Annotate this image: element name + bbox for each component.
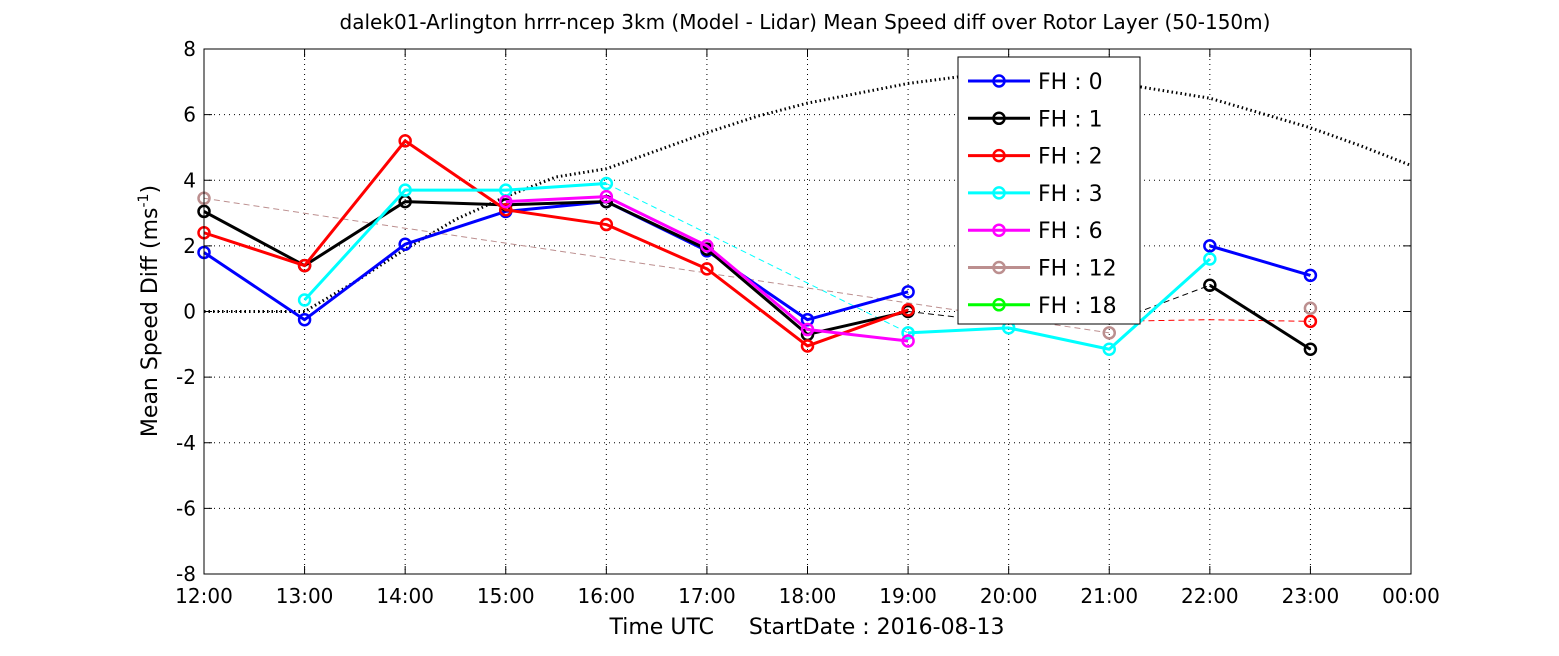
legend-marker — [992, 111, 1006, 126]
legend-box — [957, 56, 1141, 325]
x-tick-label: 19:00 — [879, 584, 937, 608]
series-point — [1203, 252, 1217, 266]
series-point — [1303, 268, 1318, 283]
series-point — [901, 303, 915, 317]
x-axis-label: Time UTC StartDate : 2016-08-13 — [609, 615, 1005, 640]
legend-label: FH : 12 — [1038, 257, 1117, 282]
legend-entry: FH : 3 — [968, 182, 1103, 207]
legend-label: FH : 2 — [1038, 145, 1103, 170]
series-point — [1203, 239, 1217, 253]
series-line — [505, 195, 909, 343]
series-point — [297, 293, 312, 307]
y-axis-label: Mean Speed Diff (ms-1) — [136, 185, 163, 437]
series-line — [908, 257, 1211, 351]
legend-entry: FH : 0 — [968, 70, 1103, 95]
series-point — [1102, 342, 1116, 356]
legend-entry: FH : 6 — [968, 219, 1103, 244]
series-point — [297, 258, 312, 273]
series-point — [499, 194, 513, 209]
legend-entry: FH : 2 — [968, 145, 1103, 170]
chart-title: dalek01-Arlington hrrr-ncep 3km (Model -… — [340, 10, 1271, 34]
x-tick-label: 12:00 — [175, 584, 233, 608]
series-line — [303, 182, 607, 302]
series-point — [1303, 301, 1318, 315]
x-tick-label: 22:00 — [1181, 584, 1239, 608]
series-point — [700, 262, 714, 276]
x-tick-label: 20:00 — [980, 584, 1038, 608]
legend-label: FH : 6 — [1038, 219, 1103, 244]
legend-label: FH : 3 — [1038, 182, 1103, 207]
legend-entry: FH : 1 — [968, 107, 1103, 132]
reference-curve — [204, 72, 1412, 313]
series-lines — [197, 134, 1318, 356]
y-axis-label-main: Mean Speed Diff (ms — [138, 207, 163, 437]
legend-marker — [992, 298, 1006, 312]
series-point — [398, 237, 412, 251]
legend-label: FH : 18 — [1038, 294, 1117, 319]
legend-label: FH : 0 — [1038, 70, 1103, 95]
series-point — [1102, 326, 1116, 340]
legend-entry: FH : 18 — [968, 294, 1117, 319]
plot-area: 12:00 13:00 14:00 15:00 16:00 17:00 18:00 19:00… — [175, 37, 1440, 608]
y-tick-label: 2 — [183, 234, 196, 258]
y-tick-label: 6 — [183, 103, 196, 127]
series-point — [800, 322, 815, 337]
legend: FH : 0 FH : 1 FH : 2 FH : 3 FH : 6 FH : 12 FH … — [957, 56, 1141, 325]
series-group — [197, 194, 1318, 327]
series-line — [1209, 244, 1311, 277]
y-tick-label: 0 — [183, 300, 196, 324]
legend-entry: FH : 12 — [968, 257, 1117, 282]
series-line — [203, 139, 909, 348]
series-group — [499, 189, 915, 348]
series-point — [398, 183, 412, 197]
series-line — [203, 200, 909, 336]
series-point — [1303, 314, 1318, 329]
y-axis-label-superscript: -1 — [136, 194, 152, 208]
series-point — [1303, 342, 1318, 356]
series-point — [398, 134, 412, 148]
y-tick-label: -4 — [176, 431, 196, 455]
reference-curve-line — [204, 72, 1412, 313]
y-tick-label: 4 — [183, 168, 196, 192]
legend-label: FH : 1 — [1038, 107, 1103, 132]
y-tick-label: -8 — [176, 562, 196, 586]
legend-marker — [992, 260, 1006, 275]
x-tick-label: 15:00 — [477, 584, 535, 608]
legend-marker — [992, 74, 1006, 88]
legend-marker — [992, 148, 1006, 163]
series-point — [599, 217, 614, 232]
series-point — [1203, 278, 1217, 292]
x-tick-label: 17:00 — [678, 584, 736, 608]
series-line — [203, 200, 909, 322]
series-point — [499, 203, 513, 217]
y-axis-ticks: 8 6 4 2 0 -2 -4 -6 -8 — [176, 37, 1411, 586]
y-tick-label: -2 — [176, 365, 196, 389]
series-point — [700, 239, 714, 253]
x-tick-label: 14:00 — [376, 584, 434, 608]
series-point — [901, 334, 915, 348]
x-axis-ticks: 12:00 13:00 14:00 15:00 16:00 17:00 18:00 19:00… — [175, 49, 1440, 608]
x-tick-label: 16:00 — [578, 584, 636, 608]
x-tick-label: 00:00 — [1382, 584, 1440, 608]
series-group — [297, 176, 1217, 356]
x-tick-label: 13:00 — [276, 584, 334, 608]
y-tick-label: 8 — [183, 37, 196, 61]
series-point — [599, 176, 614, 191]
series-point — [297, 312, 312, 327]
series-point — [901, 326, 915, 340]
series-point — [800, 339, 815, 353]
x-tick-label: 18:00 — [779, 584, 837, 608]
y-tick-label: -6 — [176, 496, 196, 520]
x-tick-label: 21:00 — [1080, 584, 1138, 608]
series-point — [901, 285, 915, 299]
series-line — [1209, 283, 1312, 351]
x-tick-label: 23:00 — [1282, 584, 1340, 608]
legend-marker — [992, 186, 1006, 200]
y-axis-label-close: ) — [138, 185, 163, 194]
legend-marker — [992, 223, 1006, 237]
dashed-connector-line — [606, 183, 909, 334]
series-point — [599, 189, 614, 204]
